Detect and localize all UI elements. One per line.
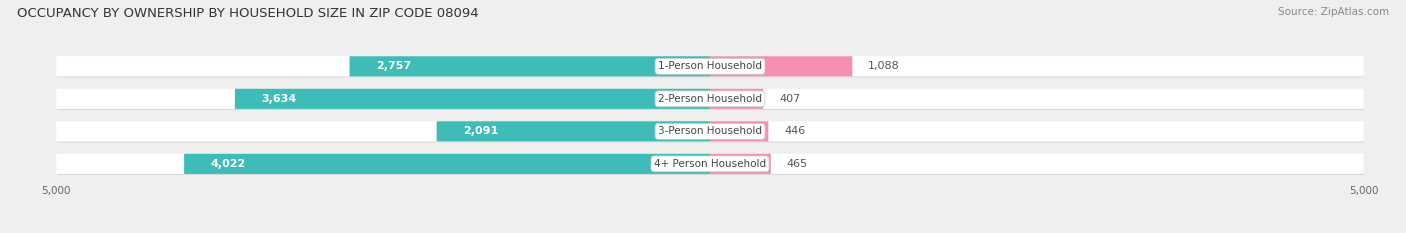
FancyBboxPatch shape — [56, 154, 1364, 174]
Text: 407: 407 — [779, 94, 800, 104]
FancyBboxPatch shape — [56, 89, 1364, 109]
Text: OCCUPANCY BY OWNERSHIP BY HOUSEHOLD SIZE IN ZIP CODE 08094: OCCUPANCY BY OWNERSHIP BY HOUSEHOLD SIZE… — [17, 7, 478, 20]
FancyBboxPatch shape — [58, 57, 1364, 77]
Text: 1-Person Household: 1-Person Household — [658, 61, 762, 71]
Text: 2,091: 2,091 — [463, 126, 498, 136]
Text: 446: 446 — [785, 126, 806, 136]
FancyBboxPatch shape — [184, 154, 710, 174]
FancyBboxPatch shape — [58, 155, 1364, 175]
FancyBboxPatch shape — [710, 154, 770, 174]
Text: 465: 465 — [786, 159, 807, 169]
FancyBboxPatch shape — [710, 89, 763, 109]
Text: 3,634: 3,634 — [262, 94, 297, 104]
FancyBboxPatch shape — [56, 121, 1364, 141]
Text: 2-Person Household: 2-Person Household — [658, 94, 762, 104]
Text: 4,022: 4,022 — [211, 159, 246, 169]
FancyBboxPatch shape — [235, 89, 710, 109]
FancyBboxPatch shape — [350, 56, 710, 76]
FancyBboxPatch shape — [58, 90, 1364, 110]
Text: 3-Person Household: 3-Person Household — [658, 126, 762, 136]
FancyBboxPatch shape — [437, 121, 710, 141]
FancyBboxPatch shape — [56, 56, 1364, 76]
FancyBboxPatch shape — [710, 121, 768, 141]
FancyBboxPatch shape — [710, 56, 852, 76]
Text: 4+ Person Household: 4+ Person Household — [654, 159, 766, 169]
Text: Source: ZipAtlas.com: Source: ZipAtlas.com — [1278, 7, 1389, 17]
Text: 1,088: 1,088 — [868, 61, 900, 71]
FancyBboxPatch shape — [58, 122, 1364, 142]
Text: 2,757: 2,757 — [375, 61, 411, 71]
